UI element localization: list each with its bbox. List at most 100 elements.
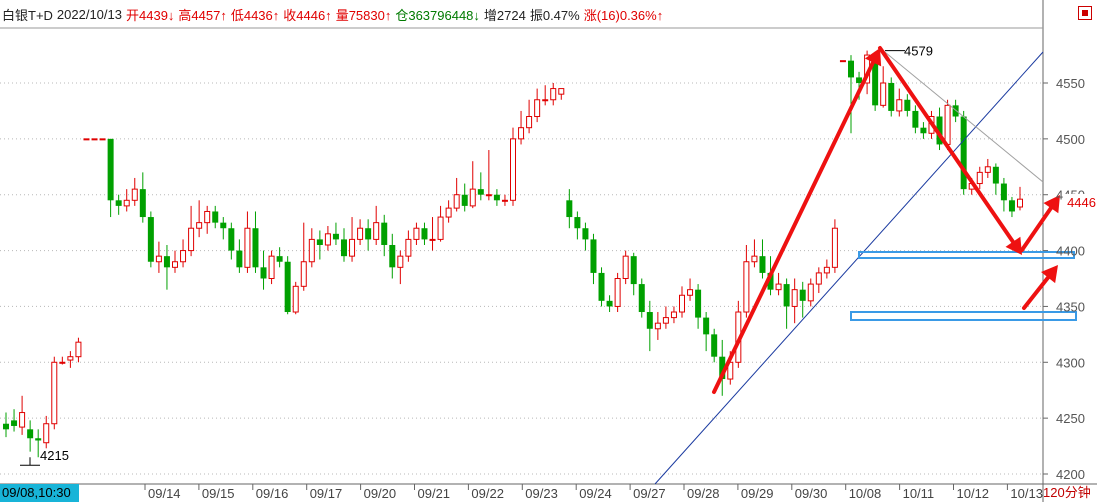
candle [75, 337, 82, 363]
x-tick-label: 10/13 [1010, 486, 1043, 501]
candle-body [936, 116, 943, 145]
candle-body [783, 284, 790, 307]
candle-body [703, 317, 710, 335]
candle-body [212, 211, 219, 223]
open-interest: 仓363796448↓ [395, 7, 480, 23]
candle-body [155, 255, 162, 263]
candle [719, 339, 726, 396]
candle [163, 244, 170, 290]
interest-increase: 增2724 [483, 7, 526, 23]
candle-body [534, 99, 541, 118]
candle [172, 250, 178, 273]
arrow-shaft [1022, 275, 1051, 310]
x-tick-label: 09/30 [795, 486, 828, 501]
candle-body [51, 361, 58, 425]
x-tick-label: 10/11 [903, 486, 935, 501]
candle-body [43, 423, 50, 444]
amplitude: 振0.47% [529, 7, 580, 23]
candle [791, 278, 798, 324]
candle [341, 228, 347, 262]
candle [244, 211, 251, 273]
candle [952, 99, 959, 123]
x-tick-label: 09/16 [256, 486, 289, 501]
candle [228, 222, 235, 260]
candle-body [188, 227, 195, 252]
candle-body [27, 429, 34, 439]
time-axis: 09/14 09/15 09/16 09/17 09/20 09/21 09/22 09/23… [144, 484, 1043, 501]
candle [823, 259, 830, 279]
candle-body [630, 256, 637, 285]
candle-body [526, 116, 533, 129]
candle-body [284, 261, 291, 313]
candle-body [19, 412, 26, 428]
candle-body [260, 267, 267, 279]
candle-body [308, 238, 315, 263]
candle [534, 88, 541, 123]
candle [196, 200, 203, 238]
candle-body [848, 60, 854, 78]
candle-body [389, 244, 396, 268]
candle [324, 225, 331, 251]
candle-body [477, 189, 484, 195]
candle-body [767, 272, 774, 290]
candle [276, 247, 283, 268]
low-marker-label: 4215 [40, 448, 69, 463]
candle [461, 183, 468, 212]
candle [912, 105, 919, 134]
candle [83, 138, 90, 141]
candle [815, 267, 822, 294]
candle-body [163, 256, 170, 268]
candle [139, 172, 146, 223]
candle [670, 306, 677, 324]
candle-body [485, 194, 492, 197]
candle [880, 66, 887, 108]
candle [332, 222, 339, 245]
candle [300, 222, 307, 291]
y-tick-label: 4400 [1056, 244, 1085, 259]
candle [421, 222, 428, 245]
y-tick-label: 4300 [1056, 355, 1085, 370]
candle [542, 85, 549, 106]
candle-series [3, 50, 1023, 458]
candle-body [751, 255, 758, 263]
price-change: 涨(16)0.36%↑ [583, 7, 664, 23]
y-tick-label: 4350 [1056, 299, 1085, 314]
period-selector[interactable]: 120分钟 [1043, 485, 1091, 500]
candle-body [373, 222, 380, 240]
candle [485, 150, 492, 201]
candle-body [220, 222, 227, 229]
candle-body [638, 284, 645, 313]
candle [220, 217, 227, 240]
candle-body [429, 238, 436, 241]
candle [27, 420, 34, 452]
candle [654, 312, 661, 340]
x-tick-label: 09/14 [148, 486, 181, 501]
candle [606, 295, 613, 313]
candle [518, 110, 525, 145]
candle-body [984, 166, 991, 173]
candle-body [501, 199, 508, 202]
candle-body [131, 188, 138, 201]
quote-header: 白银T+D 2022/10/13 开4439↓ 高4457↑ 低4436↑ 收4… [0, 0, 1060, 28]
candle-body [952, 105, 959, 117]
settings-icon[interactable] [1078, 6, 1092, 20]
candle-body [172, 261, 178, 268]
candle-body [196, 222, 203, 229]
candle-body [147, 217, 154, 262]
arrow-head [1043, 195, 1060, 214]
candle [848, 55, 854, 134]
candle [839, 60, 846, 63]
candle [775, 272, 782, 296]
candle-body [582, 228, 589, 240]
candle [799, 281, 806, 318]
candle [622, 250, 629, 285]
candle-body [123, 199, 130, 207]
candle [630, 252, 637, 296]
candle-body [719, 356, 726, 380]
candle-body [381, 222, 388, 245]
candle [582, 222, 589, 251]
candle [11, 409, 18, 432]
candle [888, 77, 895, 117]
candle-body [976, 171, 983, 185]
